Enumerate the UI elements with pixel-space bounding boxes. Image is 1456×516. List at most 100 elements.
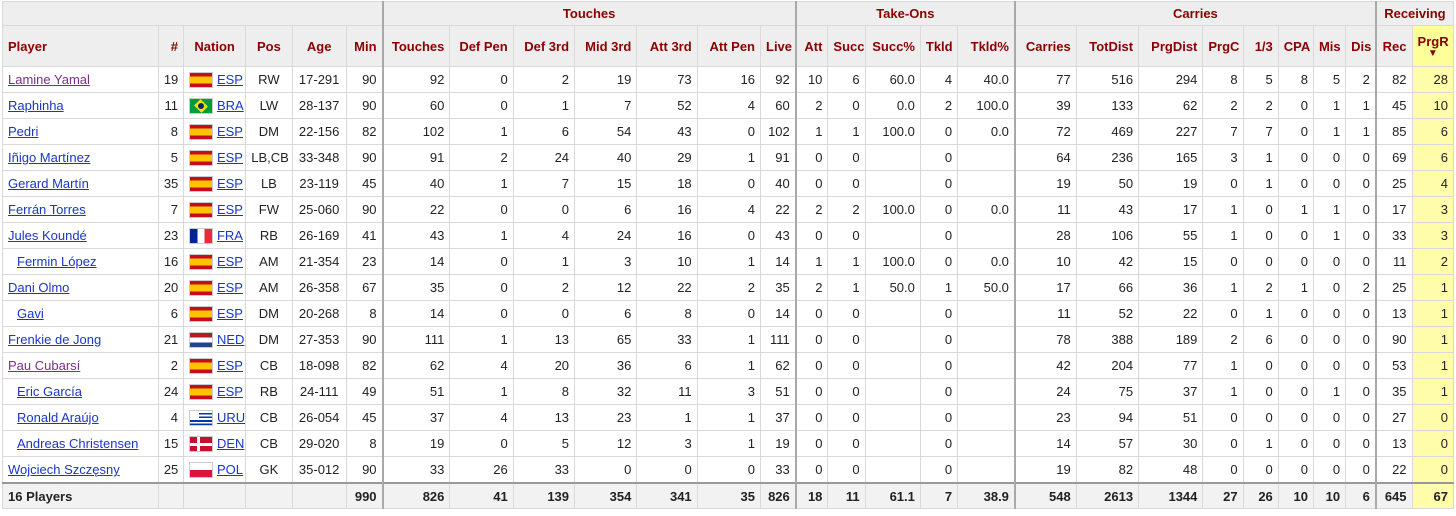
nation-link[interactable]: ESP [216,202,243,217]
col-number[interactable]: # [157,25,184,67]
stat-cell: 18 [636,170,698,197]
nation-link[interactable]: ESP [216,124,243,139]
nation-link[interactable]: ESP [216,358,243,373]
col-prgc[interactable]: PrgC [1202,25,1244,67]
nation-link[interactable]: POL [216,462,243,477]
player-link[interactable]: Gavi [17,306,44,321]
nation-link[interactable]: NED [216,332,245,347]
player-link[interactable]: Fermin López [17,254,97,269]
stat-cell: 14 [759,300,797,327]
player-link[interactable]: Ronald Araújo [17,410,99,425]
player-link[interactable]: Raphinha [8,98,64,113]
stat-cell: 14 [381,300,451,327]
stat-cell: 92 [381,66,451,93]
table-row: Fermin López 16 ESP AM 21-354 23 14 0 1 3 10 1 14 1 1 1… [2,248,1455,275]
stat-cell: 1 [1411,378,1455,405]
stat-cell: 0 [919,404,959,431]
nation-link[interactable]: URU [216,410,246,425]
stat-cell: 6 [636,352,698,379]
player-link[interactable]: Dani Olmo [8,280,70,295]
stat-cell: 1 [827,248,866,275]
position: FW [245,196,293,223]
stat-cell: 23 [1013,404,1077,431]
col-att-3rd[interactable]: Att 3rd [636,25,698,67]
nation-link[interactable]: ESP [216,306,243,321]
stat-cell: 0 [919,378,959,405]
col-carries[interactable]: Carries [1013,25,1077,67]
col-def-3rd[interactable]: Def 3rd [512,25,576,67]
player-cell: Wojciech Szczęsny [2,456,159,484]
stat-cell: 30 [1138,430,1204,457]
col-rec[interactable]: Rec [1374,25,1413,67]
totals-cell: 1344 [1138,482,1204,509]
player-link[interactable]: Iñigo Martínez [8,150,91,165]
col-prgr[interactable]: PrgR ▼ [1411,25,1455,67]
stat-cell: 0 [1312,144,1347,171]
col-succ[interactable]: Succ [827,25,866,67]
col-mis[interactable]: Mis [1312,25,1347,67]
col-take-on-att[interactable]: Att [794,25,829,67]
col-nation[interactable]: Nation [182,25,247,67]
col-tkld[interactable]: Tkld [919,25,959,67]
nation-cell: ESP [182,196,247,223]
col-prgdist[interactable]: PrgDist [1138,25,1204,67]
stat-cell: 33 [636,326,698,353]
col-age[interactable]: Age [291,25,347,67]
nation-link[interactable]: ESP [216,280,243,295]
totals-row: 16 Players 990 826 41 139 354 341 35 826… [2,482,1455,509]
stat-cell: 1 [1277,274,1314,301]
stat-cell: 1 [696,248,762,275]
col-live[interactable]: Live [759,25,797,67]
player-link[interactable]: Gerard Martín [8,176,89,191]
nation-link[interactable]: DEN [216,436,245,451]
flag-den-icon [188,435,213,452]
col-tkld-pct[interactable]: Tkld% [957,25,1016,67]
stat-cell: 33 [1374,222,1413,249]
col-cpa[interactable]: CPA [1277,25,1314,67]
flag-esp-icon [188,383,213,400]
column-header-row: Player # Nation Pos Age Min Touches Def … [2,25,1455,67]
flag-esp-icon [188,71,213,88]
nation-link[interactable]: ESP [216,254,243,269]
col-touches[interactable]: Touches [381,25,451,67]
minutes: 90 [345,196,384,223]
player-link[interactable]: Jules Koundé [8,228,87,243]
stat-cell: 50 [1075,170,1140,197]
stat-cell: 236 [1075,144,1140,171]
stat-cell: 111 [381,326,451,353]
totals-cell: 67 [1411,482,1455,509]
nation-link[interactable]: ESP [216,72,243,87]
col-totdist[interactable]: TotDist [1075,25,1140,67]
stat-cell: 7 [1202,118,1244,145]
stat-cell: 0 [794,326,829,353]
nation-link[interactable]: ESP [216,150,243,165]
stat-cell: 2 [794,92,829,119]
col-pos[interactable]: Pos [245,25,293,67]
player-link[interactable]: Ferrán Torres [8,202,86,217]
player-link[interactable]: Pau Cubarsí [8,358,81,373]
stat-cell: 33 [512,456,576,484]
stat-cell: 1 [1411,326,1455,353]
nation-link[interactable]: ESP [216,384,243,399]
col-final-third[interactable]: 1/3 [1242,25,1279,67]
nation-link[interactable]: BRA [216,98,244,113]
col-dis[interactable]: Dis [1345,25,1377,67]
col-def-pen[interactable]: Def Pen [449,25,514,67]
player-link[interactable]: Frenkie de Jong [8,332,102,347]
player-link[interactable]: Eric García [17,384,83,399]
player-link[interactable]: Andreas Christensen [17,436,139,451]
totals-cell: 826 [381,482,451,509]
player-link[interactable]: Pedri [8,124,39,139]
player-link[interactable]: Wojciech Szczęsny [8,462,120,477]
nation: ESP [188,305,243,322]
player-link[interactable]: Lamine Yamal [8,72,90,87]
col-mid-3rd[interactable]: Mid 3rd [574,25,638,67]
shirt-number: 25 [157,456,184,484]
col-player[interactable]: Player [2,25,159,67]
col-succ-pct[interactable]: Succ% [864,25,921,67]
stat-cell: 1 [1411,300,1455,327]
nation-link[interactable]: ESP [216,176,243,191]
col-min[interactable]: Min [345,25,384,67]
col-att-pen[interactable]: Att Pen [696,25,762,67]
nation-link[interactable]: FRA [216,228,243,243]
